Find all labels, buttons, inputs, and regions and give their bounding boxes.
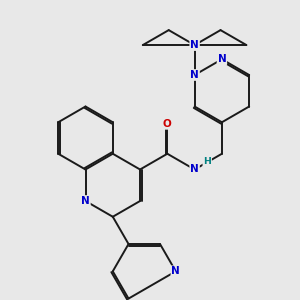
Text: H: H (203, 158, 211, 166)
Text: N: N (190, 70, 199, 80)
Text: O: O (163, 119, 172, 129)
Text: N: N (81, 196, 90, 206)
Text: N: N (218, 54, 226, 64)
Text: N: N (171, 266, 180, 276)
Text: N: N (190, 164, 199, 175)
Text: N: N (190, 40, 199, 50)
